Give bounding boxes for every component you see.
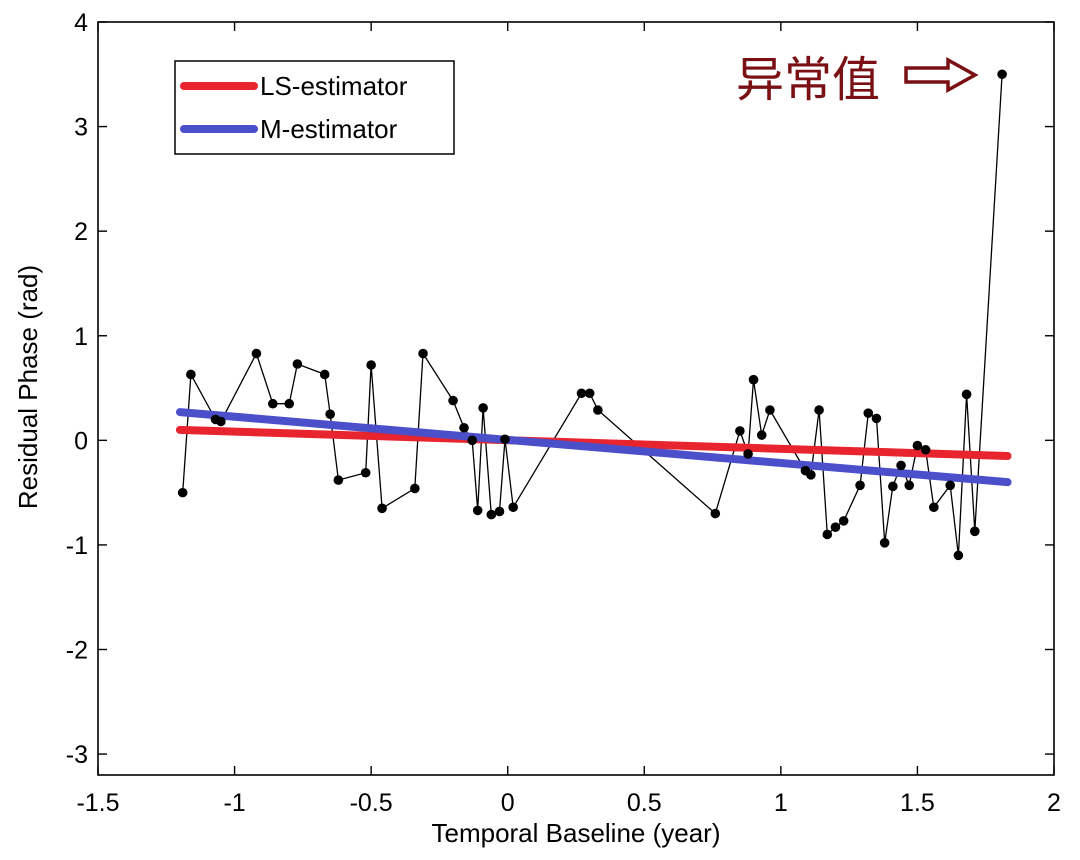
legend: LS-estimator M-estimator bbox=[174, 60, 455, 155]
data-point bbox=[584, 388, 595, 399]
data-point bbox=[904, 480, 915, 491]
y-tick-label: 2 bbox=[74, 218, 88, 246]
data-point bbox=[756, 430, 767, 440]
fit-line-ls-estimator bbox=[175, 425, 1012, 461]
data-point bbox=[508, 502, 518, 513]
y-tick-label: 3 bbox=[74, 114, 88, 142]
data-point bbox=[888, 481, 898, 492]
data-point bbox=[945, 480, 956, 491]
data-point bbox=[325, 409, 335, 419]
x-tick-label: -1.5 bbox=[76, 789, 119, 817]
data-point bbox=[961, 389, 972, 400]
data-point bbox=[871, 413, 882, 424]
data-point bbox=[333, 475, 344, 485]
x-axis-title: Temporal Baseline (year) bbox=[431, 818, 720, 848]
data-point bbox=[459, 422, 469, 433]
outlier-arrow-icon bbox=[904, 57, 979, 93]
data-point bbox=[486, 509, 497, 520]
y-tick-label: -2 bbox=[66, 637, 88, 665]
data-point bbox=[360, 467, 371, 478]
data-point bbox=[896, 460, 906, 471]
data-point bbox=[478, 403, 488, 413]
data-point bbox=[410, 483, 420, 494]
data-point bbox=[177, 487, 188, 498]
data-point bbox=[830, 522, 841, 532]
data-point bbox=[292, 359, 303, 369]
data-point bbox=[467, 435, 478, 446]
y-tick-label: 4 bbox=[74, 9, 88, 37]
data-point bbox=[472, 505, 483, 516]
data-point bbox=[822, 529, 833, 540]
x-tick-label: 2 bbox=[1047, 789, 1061, 817]
data-point bbox=[576, 388, 587, 399]
legend-label-ls-estimator: LS-estimator bbox=[260, 71, 408, 101]
y-tick-label: 1 bbox=[74, 323, 88, 351]
data-point bbox=[284, 398, 295, 409]
data-point bbox=[186, 369, 196, 380]
data-point bbox=[216, 416, 226, 427]
data-point bbox=[418, 348, 428, 359]
x-tick-label: 1.5 bbox=[900, 789, 935, 817]
data-point bbox=[743, 449, 753, 459]
series-layer bbox=[175, 69, 1012, 561]
y-axis-title: Residual Phase (rad) bbox=[13, 265, 43, 509]
y-tick-label: -3 bbox=[66, 741, 88, 769]
axes-layer: -1.5 -1 -0.5 0 0.5 1 1.5 2 -3 -2 -1 0 1 2 3 4 bbox=[66, 9, 1061, 817]
data-point bbox=[500, 434, 510, 445]
data-point bbox=[710, 508, 721, 519]
legend-label-m-estimator: M-estimator bbox=[260, 114, 398, 144]
outlier-annotation-text: 异常值 bbox=[736, 52, 880, 108]
x-tick-label: 0 bbox=[501, 789, 515, 817]
data-point bbox=[806, 470, 816, 480]
data-point bbox=[912, 440, 923, 451]
data-point bbox=[953, 550, 964, 561]
x-tick-label: -0.5 bbox=[350, 789, 393, 817]
data-point bbox=[319, 369, 330, 380]
data-point bbox=[748, 374, 759, 385]
fit-line-m-estimator bbox=[175, 408, 1012, 487]
data-point bbox=[765, 405, 775, 415]
data-point bbox=[879, 538, 890, 548]
data-point bbox=[855, 480, 865, 491]
x-tick-label: 1 bbox=[774, 789, 788, 817]
y-tick-label: 0 bbox=[74, 427, 88, 455]
y-tick-label: -1 bbox=[66, 532, 88, 560]
data-point bbox=[920, 444, 931, 455]
data-point bbox=[814, 405, 824, 415]
data-point bbox=[969, 526, 980, 537]
data-point bbox=[494, 506, 505, 517]
x-tick-label: -1 bbox=[223, 789, 245, 817]
data-point bbox=[268, 398, 278, 409]
data-point bbox=[929, 502, 939, 513]
data-point bbox=[735, 426, 745, 436]
data-point bbox=[838, 516, 849, 526]
data-point bbox=[593, 405, 603, 415]
data-point bbox=[997, 69, 1007, 80]
plot-frame bbox=[97, 21, 1055, 776]
data-point bbox=[377, 503, 387, 514]
legend-box bbox=[174, 60, 455, 155]
data-point bbox=[251, 348, 262, 359]
data-point bbox=[366, 360, 376, 370]
outlier-annotation: 异常值 bbox=[736, 52, 979, 108]
data-point bbox=[448, 395, 458, 406]
data-point bbox=[863, 408, 874, 418]
x-tick-label: 0.5 bbox=[627, 789, 662, 817]
